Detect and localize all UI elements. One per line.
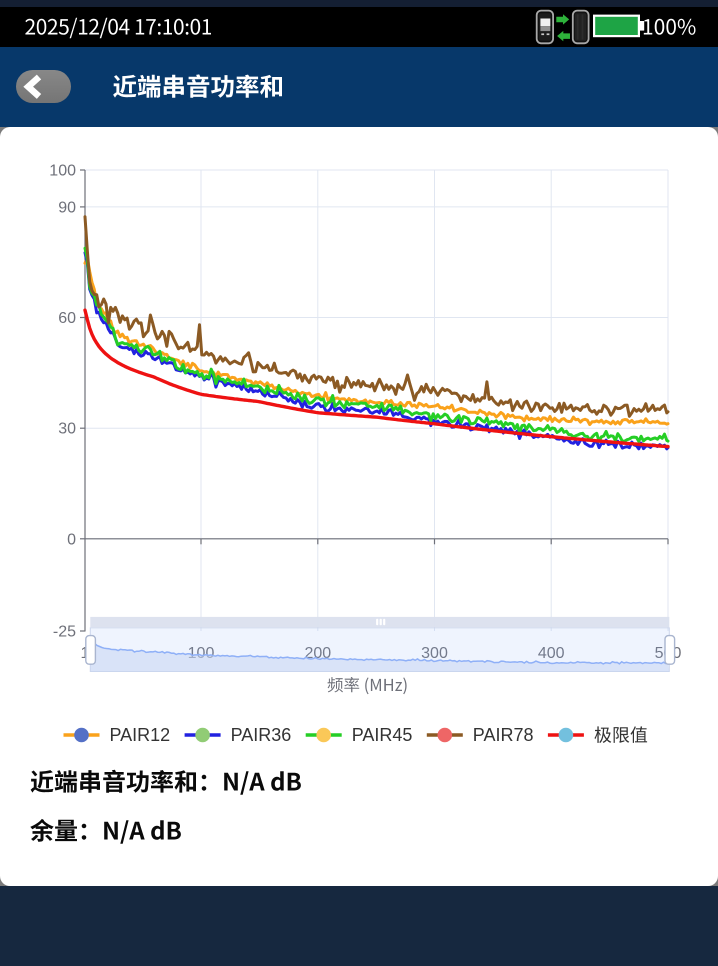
svg-text:60: 60 [58, 310, 76, 327]
svg-text:0: 0 [67, 531, 76, 548]
svg-text:30: 30 [58, 421, 76, 438]
svg-text:-25: -25 [53, 624, 76, 641]
svg-text:PAIR36: PAIR36 [231, 725, 292, 745]
svg-text:100: 100 [49, 163, 76, 180]
svg-text:1: 1 [81, 645, 90, 662]
svg-text:400: 400 [538, 645, 565, 662]
svg-text:300: 300 [421, 645, 448, 662]
svg-text:PAIR78: PAIR78 [473, 725, 534, 745]
svg-text:PAIR12: PAIR12 [110, 725, 171, 745]
svg-text:200: 200 [304, 645, 331, 662]
svg-text:90: 90 [58, 199, 76, 216]
svg-text:PAIR45: PAIR45 [352, 725, 413, 745]
